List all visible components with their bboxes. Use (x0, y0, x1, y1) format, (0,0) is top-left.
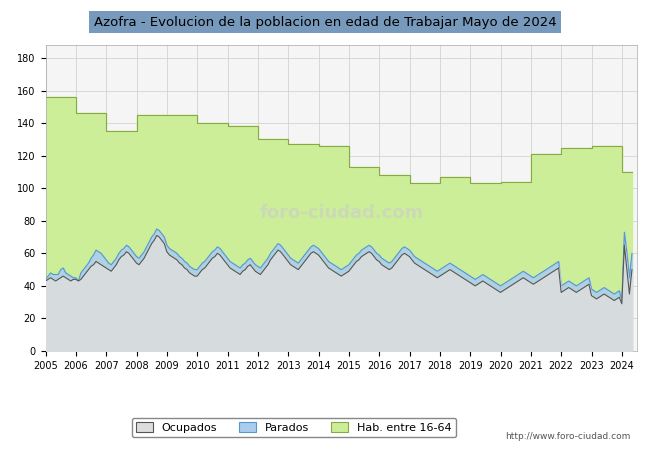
Text: http://www.foro-ciudad.com: http://www.foro-ciudad.com (505, 432, 630, 441)
Text: Azofra - Evolucion de la poblacion en edad de Trabajar Mayo de 2024: Azofra - Evolucion de la poblacion en ed… (94, 16, 556, 29)
Text: foro-ciudad.com: foro-ciudad.com (259, 204, 423, 222)
Legend: Ocupados, Parados, Hab. entre 16-64: Ocupados, Parados, Hab. entre 16-64 (132, 418, 456, 437)
